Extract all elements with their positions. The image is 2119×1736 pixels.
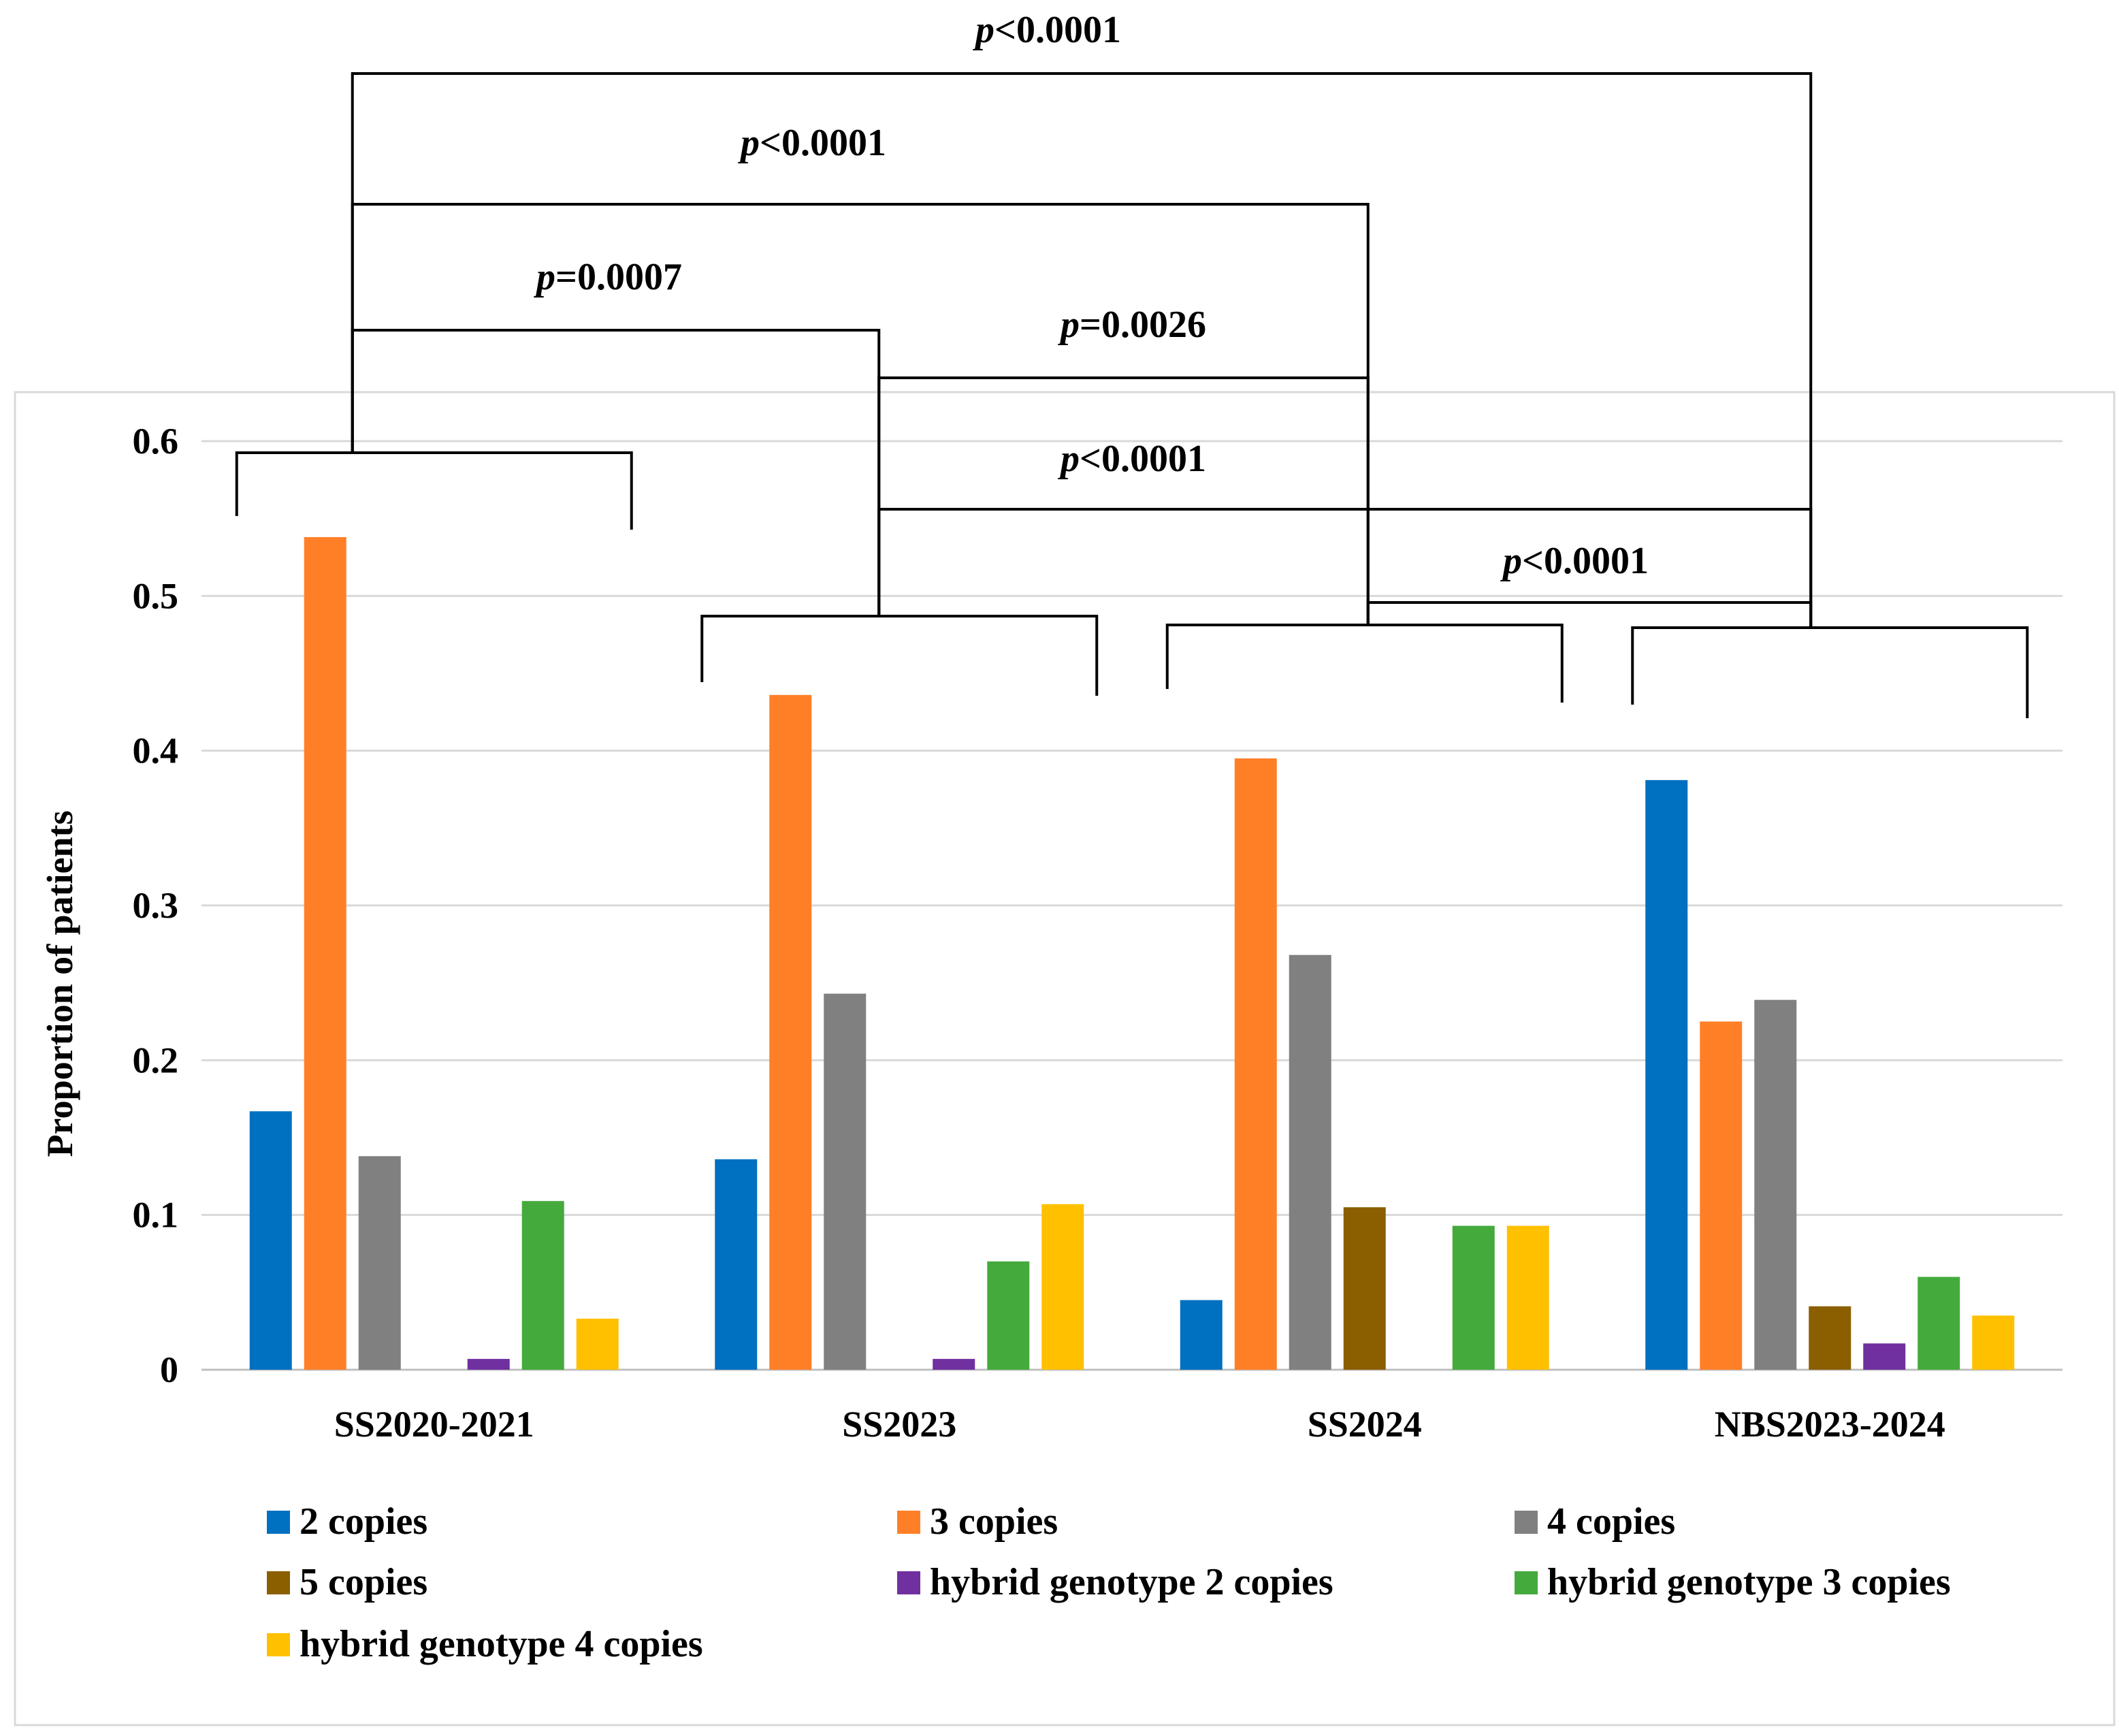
legend-label: 5 copies <box>300 1561 427 1603</box>
p-value-label: p<0.0001 <box>973 9 1121 51</box>
bar <box>1645 779 1688 1370</box>
chart-frame <box>14 391 2116 1726</box>
bar <box>1809 1306 1851 1370</box>
y-tick-label: 0.4 <box>133 730 179 771</box>
legend-swatch <box>267 1571 290 1594</box>
legend-swatch <box>267 1511 290 1534</box>
y-tick-label: 0.6 <box>133 421 179 462</box>
bar <box>1918 1276 1960 1370</box>
bar <box>1343 1207 1386 1370</box>
group-bracket <box>1165 624 1564 703</box>
bar <box>1452 1225 1495 1370</box>
bar <box>1972 1315 2015 1370</box>
bar <box>249 1111 292 1370</box>
bar <box>1041 1204 1084 1370</box>
legend: 2 copies 3 copies 4 copies 5 copies hybrid g… <box>267 1500 1951 1665</box>
comparison-bracket <box>1366 601 1813 628</box>
category-labels: SS2020-2021 SS2023 SS2024 NBS2023-2024 <box>334 1404 1945 1445</box>
legend-swatch <box>267 1633 290 1656</box>
bar <box>1180 1300 1223 1370</box>
category-label: SS2023 <box>842 1404 956 1445</box>
bar <box>467 1359 510 1370</box>
significance-brackets: p<0.0001 p<0.0001 p=0.0007 p=0.0026 p<0.0001… <box>235 9 2029 718</box>
bar <box>1506 1225 1549 1370</box>
bar <box>824 993 867 1370</box>
y-tick-label: 0.2 <box>133 1040 179 1080</box>
gridlines <box>201 440 2063 1371</box>
bar <box>933 1359 975 1370</box>
bar <box>1863 1343 1906 1370</box>
category-label: SS2020-2021 <box>334 1404 534 1445</box>
bars <box>249 536 2015 1370</box>
legend-swatch <box>897 1571 920 1594</box>
p-value-label: p=0.0007 <box>534 256 682 298</box>
comparison-bracket <box>877 376 1370 625</box>
legend-label: 3 copies <box>930 1500 1058 1543</box>
comparison-bracket <box>351 203 1370 625</box>
category-label: NBS2023-2024 <box>1715 1404 1945 1445</box>
bar <box>1754 999 1797 1370</box>
comparison-bracket <box>877 508 1813 628</box>
p-value-label: p<0.0001 <box>1058 438 1206 480</box>
category-label: SS2024 <box>1308 1404 1422 1445</box>
bar <box>358 1156 401 1370</box>
bar <box>715 1159 758 1370</box>
legend-label: hybrid genotype 4 copies <box>300 1623 703 1665</box>
comparison-bracket <box>351 329 881 616</box>
y-tick-label: 0 <box>160 1349 178 1390</box>
group-bracket <box>1631 626 2029 718</box>
legend-swatch <box>1515 1571 1538 1594</box>
bar <box>987 1261 1030 1370</box>
p-value-label: p=0.0026 <box>1058 304 1206 346</box>
bar <box>521 1201 564 1370</box>
legend-label: hybrid genotype 3 copies <box>1547 1561 1951 1603</box>
y-tick-label: 0.3 <box>133 885 179 926</box>
bar <box>769 694 812 1370</box>
legend-swatch <box>1515 1511 1538 1534</box>
legend-swatch <box>897 1511 920 1534</box>
bar <box>1234 758 1277 1370</box>
legend-label: 2 copies <box>300 1500 427 1543</box>
y-tick-labels: 0 0.1 0.2 0.3 0.4 0.5 0.6 <box>133 421 179 1390</box>
legend-label: 4 copies <box>1547 1500 1675 1543</box>
p-value-label: p<0.0001 <box>1500 540 1649 582</box>
legend-label: hybrid genotype 2 copies <box>930 1561 1333 1603</box>
y-tick-label: 0.1 <box>133 1195 179 1236</box>
y-tick-label: 0.5 <box>133 575 179 616</box>
bar <box>1700 1021 1743 1370</box>
bar <box>1289 954 1331 1370</box>
bar <box>576 1318 619 1370</box>
bar <box>304 536 346 1370</box>
group-bracket <box>235 451 633 530</box>
p-value-label: p<0.0001 <box>738 122 886 164</box>
y-axis-label: Proportion of patients <box>39 811 80 1157</box>
group-bracket <box>700 615 1099 696</box>
